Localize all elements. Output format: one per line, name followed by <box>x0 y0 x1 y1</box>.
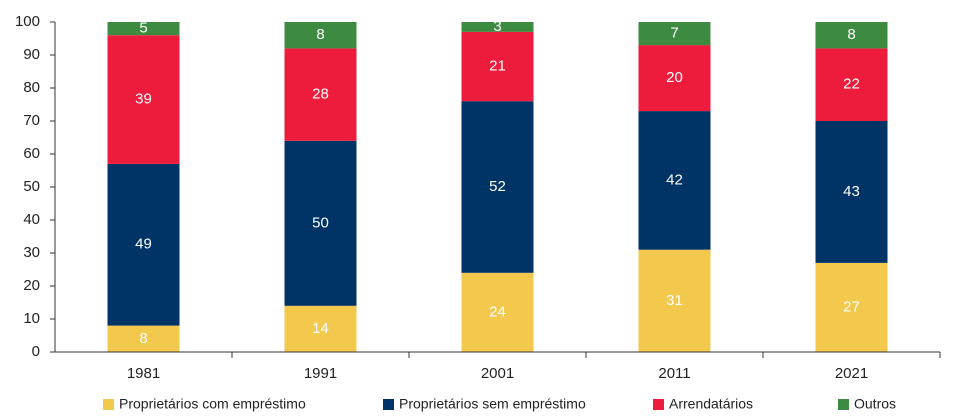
legend-swatch <box>103 399 114 410</box>
bar-segment <box>815 22 888 49</box>
bar-segment <box>107 22 180 36</box>
legend-label: Proprietários com empréstimo <box>119 396 306 412</box>
data-label: 8 <box>139 330 147 347</box>
legend-label: Arrendatários <box>669 396 753 412</box>
data-label: 21 <box>489 58 506 75</box>
x-tick-label: 2011 <box>658 365 690 382</box>
y-tick-label: 40 <box>23 211 40 228</box>
bar-segment <box>815 48 888 121</box>
bar-segment <box>107 35 180 164</box>
y-tick-label: 30 <box>23 244 40 261</box>
legend-swatch <box>383 399 394 410</box>
bar-segment <box>461 31 534 102</box>
data-label: 8 <box>847 26 855 43</box>
legend-label: Proprietários sem empréstimo <box>399 396 586 412</box>
y-tick-label: 100 <box>15 13 40 30</box>
data-label: 7 <box>670 25 678 42</box>
bar-segment <box>461 272 534 352</box>
bar-segment <box>461 101 534 273</box>
bar-segment <box>638 45 711 112</box>
bar-segment <box>815 121 888 263</box>
bar-segment <box>284 48 357 141</box>
x-tick-label: 2001 <box>481 365 514 382</box>
x-tick-label: 1991 <box>304 365 337 382</box>
x-tick-label: 2021 <box>835 365 868 382</box>
y-tick-label: 10 <box>23 310 40 327</box>
y-tick-label: 80 <box>23 79 40 96</box>
data-label: 3 <box>493 18 501 35</box>
data-label: 42 <box>666 171 683 188</box>
data-label: 28 <box>312 86 329 103</box>
data-label: 27 <box>843 298 860 315</box>
data-label: 31 <box>666 292 683 309</box>
data-label: 43 <box>843 183 860 200</box>
y-tick-label: 90 <box>23 46 40 63</box>
data-label: 49 <box>135 236 152 253</box>
data-label: 8 <box>316 26 324 43</box>
data-label: 20 <box>666 69 683 86</box>
data-label: 39 <box>135 91 152 108</box>
legend-swatch <box>838 399 849 410</box>
legend-label: Outros <box>854 396 896 412</box>
data-label: 24 <box>489 303 506 320</box>
data-label: 50 <box>312 214 329 231</box>
bar-segment <box>284 22 357 49</box>
data-label: 52 <box>489 178 506 195</box>
y-tick-label: 60 <box>23 145 40 162</box>
bar-segment <box>284 140 357 306</box>
y-tick-label: 70 <box>23 112 40 129</box>
bar-segment <box>638 249 711 352</box>
bar-segment <box>815 262 888 352</box>
bar-segment <box>284 305 357 352</box>
bar-segment <box>638 22 711 46</box>
y-tick-label: 50 <box>23 178 40 195</box>
data-label: 14 <box>312 320 329 337</box>
bar-segment <box>638 111 711 250</box>
x-tick-label: 1981 <box>127 365 160 382</box>
bar-segment <box>461 22 534 32</box>
y-tick-label: 20 <box>23 277 40 294</box>
bar-segment <box>107 325 180 352</box>
plot-area <box>107 22 888 352</box>
data-label: 22 <box>843 76 860 93</box>
legend-swatch <box>653 399 664 410</box>
y-tick-label: 0 <box>32 343 40 360</box>
data-label: 5 <box>139 20 147 37</box>
bar-segment <box>107 163 180 326</box>
